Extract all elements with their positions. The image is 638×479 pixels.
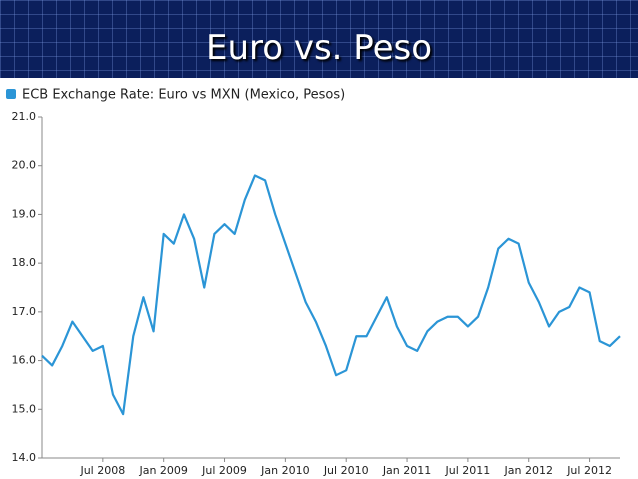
- x-tick-label: Jul 2010: [323, 464, 369, 477]
- y-tick-label: 19.0: [12, 207, 37, 220]
- data-line: [41, 174, 621, 416]
- y-tick-label: 15.0: [12, 402, 37, 415]
- y-tick-label: 21.0: [12, 110, 37, 123]
- x-tick-label: Jan 2010: [260, 464, 309, 477]
- x-tick-label: Jul 2008: [79, 464, 125, 477]
- x-tick-label: Jul 2011: [445, 464, 491, 477]
- x-tick-label: Jan 2009: [138, 464, 187, 477]
- y-tick-label: 16.0: [12, 354, 37, 367]
- y-tick-label: 18.0: [12, 256, 37, 269]
- legend-label: ECB Exchange Rate: Euro vs MXN (Mexico, …: [22, 88, 345, 103]
- chart: ECB Exchange Rate: Euro vs MXN (Mexico, …: [0, 78, 638, 479]
- slide-title: Euro vs. Peso: [205, 28, 433, 68]
- y-tick-label: 14.0: [12, 451, 37, 464]
- x-tick-label: Jan 2011: [382, 464, 431, 477]
- y-tick-label: 20.0: [12, 159, 37, 172]
- chart-background: [0, 78, 638, 479]
- x-tick-label: Jul 2009: [201, 464, 247, 477]
- x-tick-label: Jul 2012: [566, 464, 612, 477]
- legend-swatch: [6, 89, 16, 99]
- y-tick-label: 17.0: [12, 305, 37, 318]
- x-tick-label: Jan 2012: [504, 464, 553, 477]
